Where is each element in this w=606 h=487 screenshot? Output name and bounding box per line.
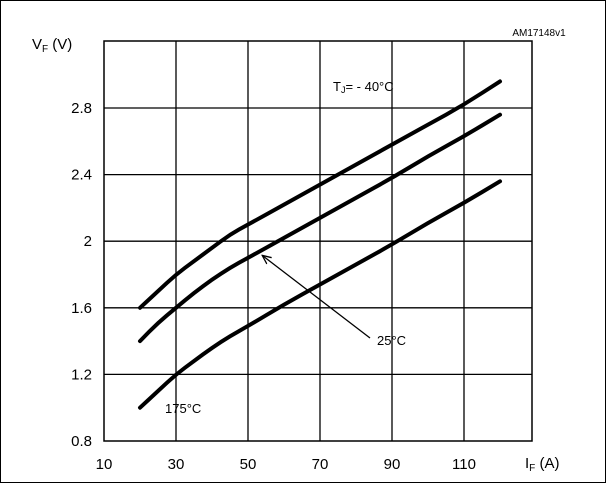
x-tick-label: 30 — [168, 456, 185, 473]
x-tick-label: 50 — [240, 456, 257, 473]
x-tick-label: 10 — [96, 456, 113, 473]
annotation-tj-sub: J — [341, 85, 346, 95]
x-axis-label: IF (A) — [525, 455, 559, 474]
series-lines — [138, 79, 502, 410]
tick-labels: 10 30 50 70 90 110 0.8 1.2 1.6 2 2.4 2.8 — [71, 100, 476, 473]
y-axis-label: VF (V) — [32, 36, 72, 55]
y-axis-label-sub: F — [42, 44, 48, 55]
series-line-175c — [138, 179, 502, 410]
series-line-minus40c — [138, 79, 502, 310]
y-tick-label: 0.8 — [71, 433, 92, 450]
y-tick-label: 1.2 — [71, 366, 92, 383]
y-tick-label: 1.6 — [71, 300, 92, 317]
x-tick-label: 110 — [452, 456, 476, 473]
x-axis-label-unit: (A) — [535, 455, 559, 472]
annotation-tj-minus40: TJ= - 40°C — [333, 79, 394, 95]
y-tick-label: 2.4 — [71, 167, 92, 184]
annotation-175c: 175°C — [165, 401, 201, 416]
x-tick-label: 70 — [312, 456, 329, 473]
chart-code: AM17148v1 — [512, 28, 566, 39]
y-axis-label-unit: (V) — [48, 36, 72, 53]
y-axis-label-main: V — [32, 36, 42, 53]
series-line-25c — [138, 112, 502, 344]
y-tick-label: 2 — [84, 233, 92, 250]
x-tick-label: 90 — [384, 456, 401, 473]
x-axis-label-main: I — [525, 455, 529, 472]
annotation-arrow-25c — [263, 256, 371, 339]
annotation-tj-value: = - 40°C — [345, 79, 393, 94]
annotations — [263, 256, 371, 339]
annotation-25c: 25°C — [377, 333, 406, 348]
x-axis-label-sub: F — [529, 463, 535, 474]
plot-border — [103, 40, 533, 442]
annotation-tj-main: T — [333, 79, 341, 94]
y-tick-label: 2.8 — [71, 100, 92, 117]
